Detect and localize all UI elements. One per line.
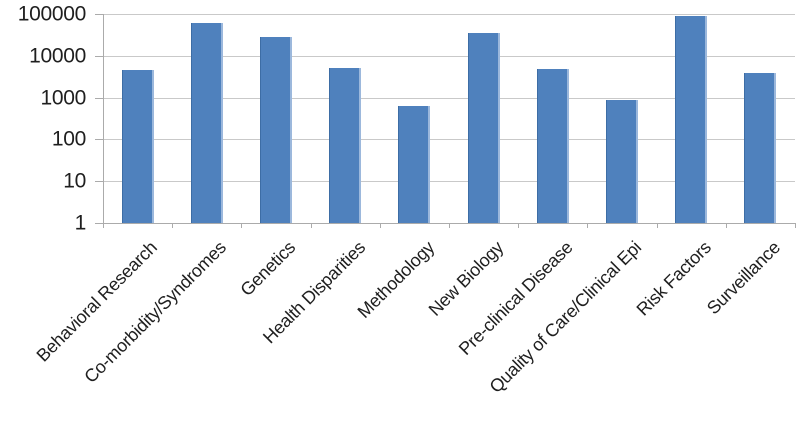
y-axis-tick-label: 10000 bbox=[29, 44, 86, 68]
x-tick-mark bbox=[449, 223, 450, 228]
gridline bbox=[103, 181, 795, 183]
x-tick-mark bbox=[172, 223, 174, 228]
x-tick-mark bbox=[725, 223, 727, 228]
y-axis-line bbox=[103, 14, 104, 228]
x-axis-category-label: Risk Factors bbox=[632, 237, 715, 320]
bar bbox=[121, 70, 154, 223]
y-tick-mark bbox=[95, 223, 103, 224]
y-tick-mark bbox=[95, 181, 103, 183]
x-tick-mark bbox=[795, 223, 796, 228]
x-axis-category-label: Co-morbidity/Syndromes bbox=[80, 237, 231, 387]
bar bbox=[190, 23, 223, 223]
y-axis-tick-label: 1 bbox=[74, 211, 87, 235]
y-axis-tick-label: 100 bbox=[51, 127, 86, 151]
x-tick-mark bbox=[656, 223, 658, 228]
x-axis-category-label: Genetics bbox=[236, 237, 300, 300]
x-tick-mark bbox=[379, 223, 381, 228]
gridline bbox=[103, 139, 795, 141]
y-tick-mark bbox=[95, 97, 103, 99]
bar bbox=[398, 105, 431, 223]
bar bbox=[675, 15, 708, 223]
bar bbox=[467, 32, 500, 223]
bar bbox=[329, 68, 362, 223]
x-tick-mark bbox=[103, 223, 104, 228]
y-axis-tick-label: 100000 bbox=[17, 2, 87, 26]
x-tick-mark bbox=[241, 223, 243, 228]
bar bbox=[744, 72, 777, 223]
x-tick-mark bbox=[310, 223, 312, 228]
x-tick-mark bbox=[518, 223, 520, 228]
y-tick-mark bbox=[95, 14, 103, 15]
x-axis-category-label: Surveillance bbox=[702, 237, 784, 319]
gridline bbox=[103, 14, 795, 15]
bar bbox=[606, 99, 638, 223]
gridline bbox=[103, 55, 795, 57]
y-axis-tick-label: 10 bbox=[63, 169, 86, 193]
bar bbox=[536, 69, 569, 223]
x-tick-mark bbox=[587, 223, 589, 228]
bar bbox=[260, 37, 292, 223]
x-axis-category-label: Behavioral Research bbox=[32, 237, 162, 366]
gridline bbox=[103, 97, 795, 99]
y-axis-tick-label: 1000 bbox=[40, 86, 86, 110]
y-tick-mark bbox=[95, 139, 103, 141]
y-tick-mark bbox=[95, 55, 103, 57]
